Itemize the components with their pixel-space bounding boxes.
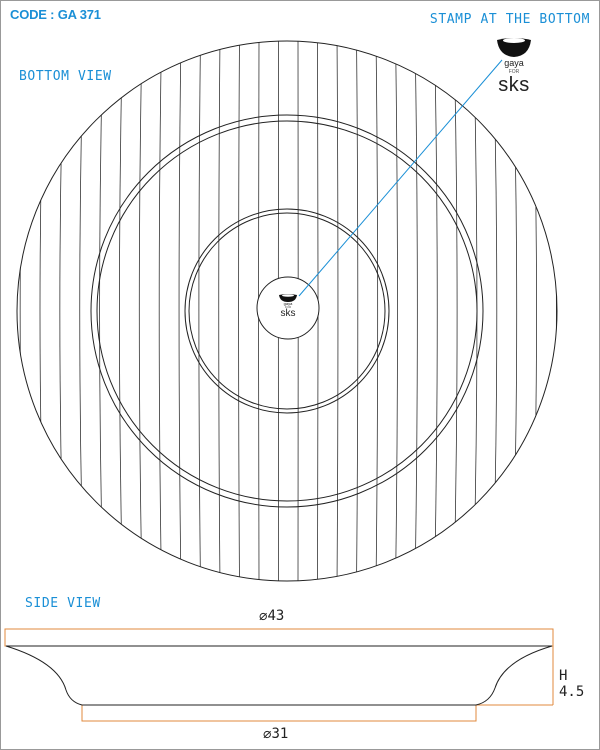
grain-line — [512, 41, 518, 581]
logo-maker-text: sks — [498, 74, 530, 96]
height-dimension: H 4.5 — [559, 668, 585, 700]
product-code: CODE : GA 371 — [10, 7, 101, 22]
grain-line — [356, 41, 359, 581]
bowl-logo-icon — [497, 38, 531, 57]
bottom-diameter-dimension: ⌀31 — [263, 726, 288, 742]
grain-line — [492, 41, 498, 581]
grain-line — [158, 41, 162, 581]
side-view-label: SIDE VIEW — [25, 596, 101, 611]
grain-line — [39, 41, 45, 581]
inner-ring-outer — [184, 208, 390, 414]
grain-line — [178, 41, 182, 581]
diameter-symbol: ⌀ — [259, 608, 268, 624]
grain-line — [138, 41, 143, 581]
bottom-diameter-value: 31 — [271, 726, 289, 742]
stamp-brand-text: gaya — [283, 301, 293, 306]
stamp-title: STAMP AT THE BOTTOM — [429, 12, 590, 27]
grain-line — [551, 41, 557, 581]
logo-for-text: FOR — [508, 69, 520, 75]
grain-line — [198, 41, 201, 581]
foot-ring-inner — [96, 120, 478, 502]
stamp-maker-text: sks — [280, 308, 296, 319]
side-view-drawing — [4, 628, 554, 722]
top-diameter-value: 43 — [267, 608, 285, 624]
outer-rim-circle — [16, 40, 558, 582]
grain-line — [434, 41, 438, 581]
stamp-disk — [256, 276, 320, 340]
stamp-for-text: FOR — [284, 305, 292, 309]
grain-line — [238, 41, 240, 581]
stamp-logo: gaya FOR sks — [272, 290, 304, 319]
inner-ring-inner — [188, 212, 386, 410]
grain-line — [531, 41, 537, 581]
grain-line — [59, 41, 65, 581]
top-diameter-outline — [4, 628, 554, 647]
grain-line — [414, 41, 418, 581]
grain-line — [395, 41, 398, 581]
grain-line — [19, 41, 26, 581]
plate-profile — [5, 645, 553, 706]
grain-line — [375, 41, 379, 581]
grain-line — [119, 41, 123, 581]
stamp-leader-line — [298, 59, 503, 297]
bottom-view-label: BOTTOM VIEW — [19, 69, 112, 84]
grain-line — [79, 41, 84, 581]
foot-ring-outer — [90, 114, 484, 508]
bottom-diameter-outline — [81, 704, 477, 722]
grain-line — [453, 41, 458, 581]
grain-line — [336, 41, 339, 581]
brand-logo: gaya FOR sks — [486, 34, 542, 96]
logo-brand-text: gaya — [504, 58, 524, 68]
top-diameter-dimension: ⌀43 — [259, 608, 284, 624]
diameter-symbol: ⌀ — [263, 726, 272, 742]
grain-line — [218, 41, 221, 581]
